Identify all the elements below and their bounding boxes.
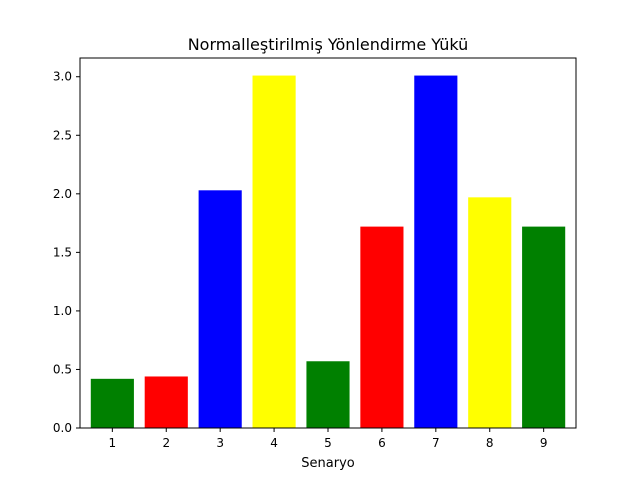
y-tick-label: 1.5	[53, 245, 72, 259]
bar-scenario-2	[144, 376, 188, 428]
x-tick-label: 6	[378, 436, 386, 450]
chart-title: Normalleştirilmiş Yönlendirme Yükü	[188, 35, 469, 54]
bar-scenario-6	[360, 226, 404, 428]
x-tick-label: 9	[540, 436, 548, 450]
x-ticks-group: 1 2 3 4 5 6 7 8 9	[109, 428, 548, 450]
x-tick-label: 5	[324, 436, 332, 450]
y-tick-label: 2.5	[53, 128, 72, 142]
y-tick-label: 0.5	[53, 362, 72, 376]
x-axis-label: Senaryo	[301, 456, 354, 471]
bars-group	[90, 75, 566, 428]
bar-scenario-4	[252, 75, 296, 428]
x-tick-label: 4	[270, 436, 278, 450]
y-ticks-group: 0.0 0.5 1.0 1.5 2.0 2.5 3.0	[53, 70, 80, 435]
x-tick-label: 7	[432, 436, 440, 450]
bar-scenario-7	[414, 75, 458, 428]
x-tick-label: 3	[216, 436, 224, 450]
x-tick-label: 8	[486, 436, 494, 450]
y-tick-label: 2.0	[53, 187, 72, 201]
bar-scenario-1	[90, 378, 134, 428]
bar-scenario-3	[198, 190, 242, 428]
y-tick-label: 0.0	[53, 421, 72, 435]
y-tick-label: 3.0	[53, 70, 72, 84]
x-tick-label: 2	[162, 436, 170, 450]
x-tick-label: 1	[109, 436, 117, 450]
bar-scenario-8	[468, 197, 512, 428]
bar-scenario-9	[522, 226, 566, 428]
y-tick-label: 1.0	[53, 304, 72, 318]
bar-scenario-5	[306, 361, 350, 428]
plot-frame	[79, 57, 577, 429]
